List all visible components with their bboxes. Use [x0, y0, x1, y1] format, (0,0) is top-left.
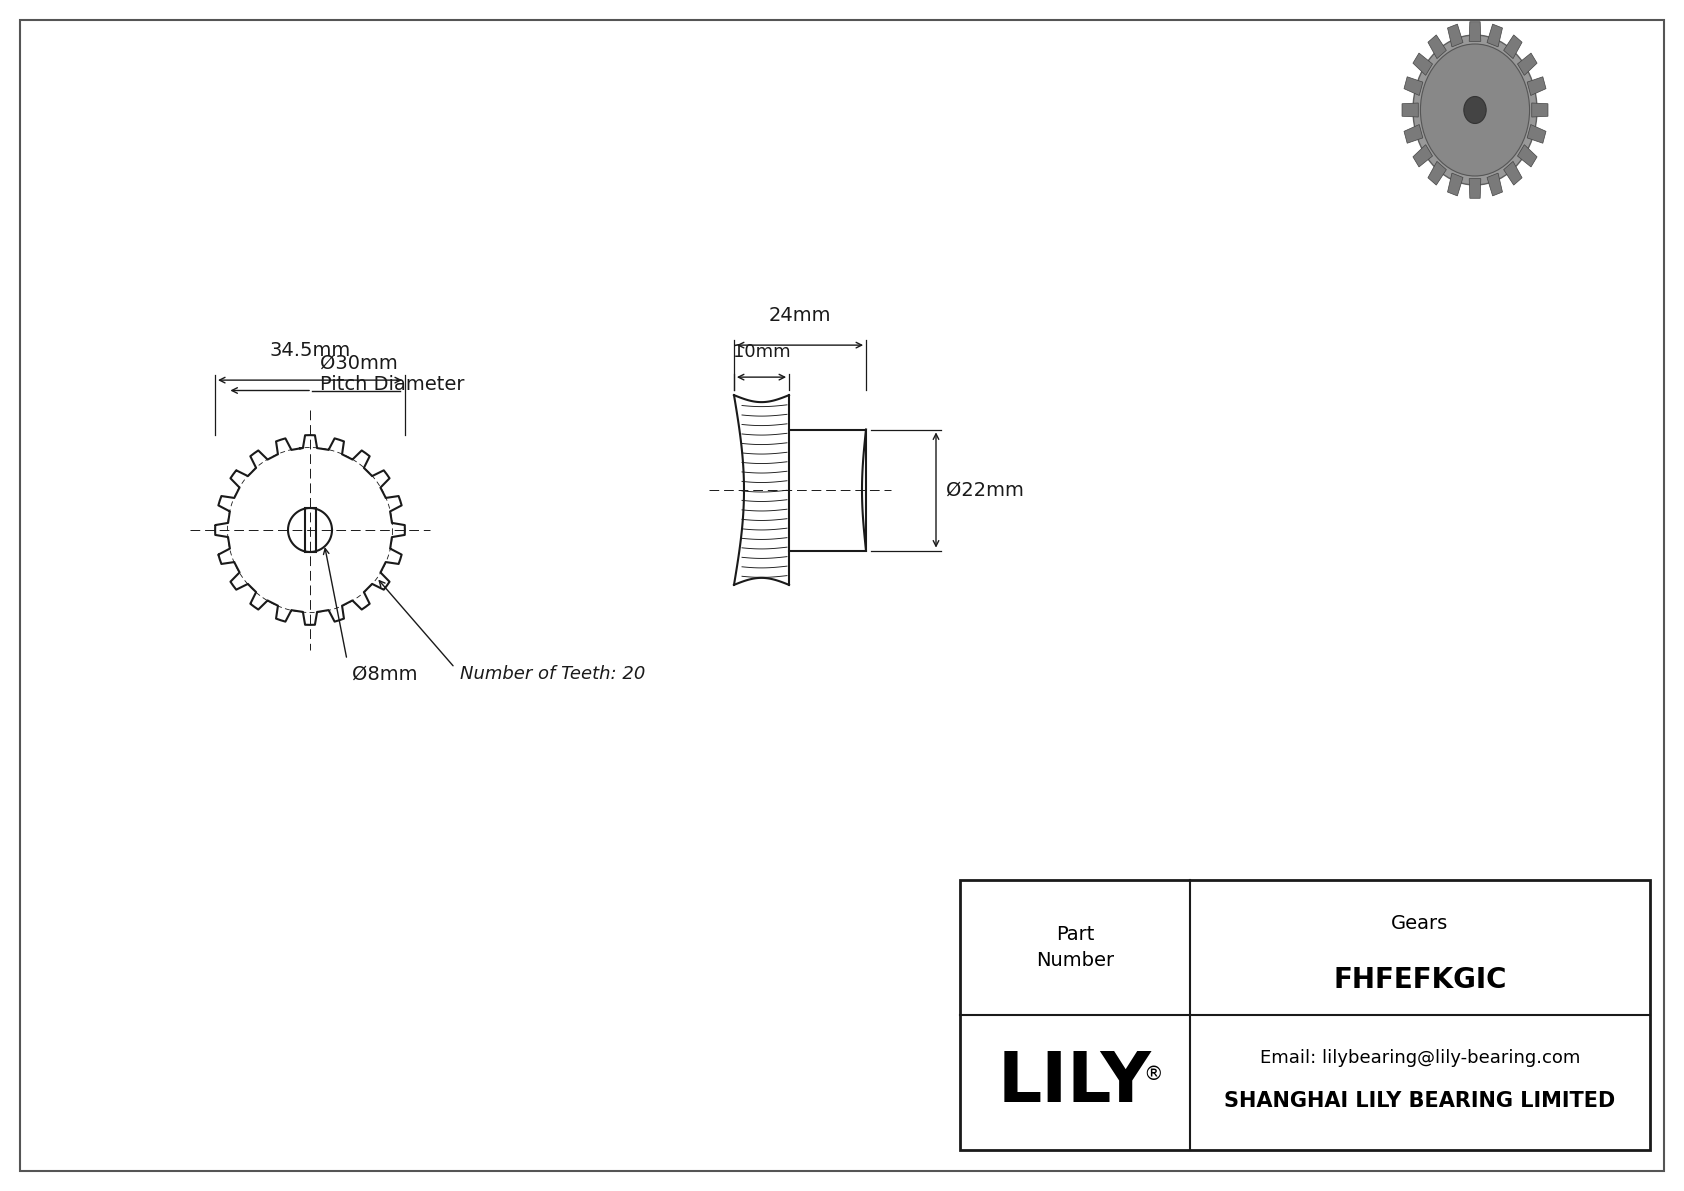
Text: ®: ® [1143, 1065, 1162, 1084]
Polygon shape [1517, 144, 1537, 167]
Text: FHFEFKGIC: FHFEFKGIC [1334, 966, 1507, 994]
Text: Ø22mm: Ø22mm [946, 480, 1024, 499]
Polygon shape [1504, 162, 1522, 185]
Text: 10mm: 10mm [733, 343, 790, 361]
Polygon shape [1404, 76, 1423, 95]
Text: 34.5mm: 34.5mm [269, 341, 350, 360]
Polygon shape [1428, 35, 1447, 58]
Polygon shape [1468, 21, 1480, 42]
Bar [305, 509, 315, 551]
Polygon shape [1448, 24, 1463, 46]
Polygon shape [1517, 54, 1537, 75]
Polygon shape [1448, 173, 1463, 195]
Text: Pitch Diameter: Pitch Diameter [320, 375, 465, 394]
Bar [790, 430, 866, 550]
Ellipse shape [1413, 35, 1537, 185]
Ellipse shape [1463, 96, 1487, 124]
Polygon shape [1504, 35, 1522, 58]
Polygon shape [1532, 102, 1548, 117]
Polygon shape [1428, 162, 1447, 185]
Text: Ø30mm: Ø30mm [320, 354, 397, 373]
Polygon shape [1487, 24, 1502, 46]
Polygon shape [1404, 125, 1423, 143]
Text: Number of Teeth: 20: Number of Teeth: 20 [460, 665, 645, 682]
Text: Ø8mm: Ø8mm [352, 665, 418, 684]
Polygon shape [1403, 102, 1418, 117]
Text: Gears: Gears [1391, 913, 1448, 933]
Text: 24mm: 24mm [770, 306, 832, 325]
Text: Email: lilybearing@lily-bearing.com: Email: lilybearing@lily-bearing.com [1260, 1049, 1580, 1067]
Polygon shape [1413, 54, 1433, 75]
Polygon shape [1468, 179, 1480, 198]
Polygon shape [1487, 173, 1502, 195]
Polygon shape [1527, 125, 1546, 143]
Bar [960, 880, 1650, 1151]
Ellipse shape [1420, 44, 1529, 176]
Polygon shape [1413, 144, 1433, 167]
Text: Part
Number: Part Number [1036, 925, 1115, 969]
Polygon shape [1527, 76, 1546, 95]
Text: SHANGHAI LILY BEARING LIMITED: SHANGHAI LILY BEARING LIMITED [1224, 1091, 1615, 1111]
Text: LILY: LILY [999, 1049, 1152, 1116]
